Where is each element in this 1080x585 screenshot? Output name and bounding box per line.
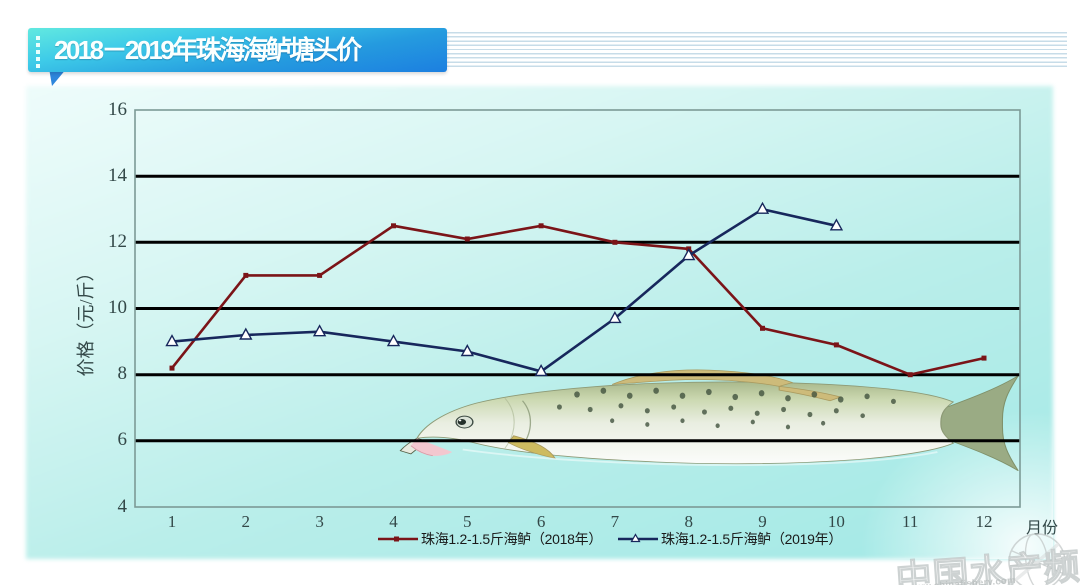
svg-text:10: 10 — [828, 512, 845, 531]
svg-text:5: 5 — [463, 512, 472, 531]
svg-text:1: 1 — [168, 512, 177, 531]
svg-text:4: 4 — [389, 512, 398, 531]
svg-text:9: 9 — [758, 512, 767, 531]
svg-text:7: 7 — [611, 512, 620, 531]
svg-text:8: 8 — [684, 512, 693, 531]
svg-text:12: 12 — [108, 231, 127, 252]
svg-text:2: 2 — [242, 512, 251, 531]
svg-text:珠海1.2-1.5斤海鲈（2019年）: 珠海1.2-1.5斤海鲈（2019年） — [661, 531, 842, 547]
svg-text:14: 14 — [108, 165, 128, 186]
svg-text:4: 4 — [118, 496, 128, 517]
svg-text:6: 6 — [118, 429, 128, 450]
svg-text:6: 6 — [537, 512, 546, 531]
svg-text:价格（元/斤）: 价格（元/斤） — [76, 263, 96, 376]
svg-text:16: 16 — [108, 99, 127, 120]
svg-text:12: 12 — [976, 512, 993, 531]
svg-text:11: 11 — [902, 512, 918, 531]
svg-text:10: 10 — [108, 297, 127, 318]
svg-text:3: 3 — [315, 512, 324, 531]
svg-text:珠海1.2-1.5斤海鲈（2018年）: 珠海1.2-1.5斤海鲈（2018年） — [421, 531, 602, 547]
svg-text:8: 8 — [118, 363, 128, 384]
